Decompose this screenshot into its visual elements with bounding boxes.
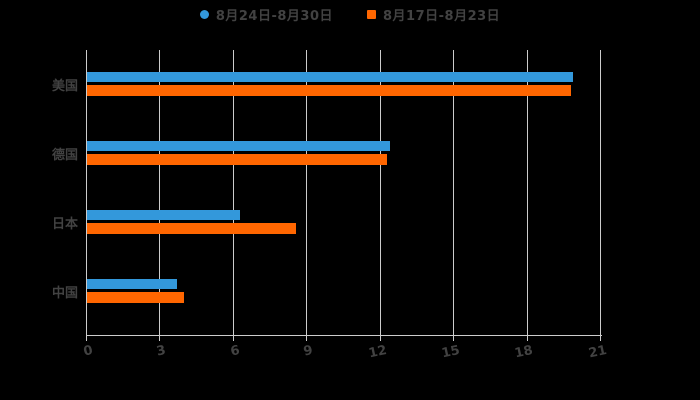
bar-segment	[87, 209, 241, 220]
gridline	[453, 50, 455, 335]
x-tick-label: 18	[513, 343, 535, 362]
y-category-label: 中国	[51, 285, 78, 301]
x-tick-label: 9	[302, 343, 315, 360]
bar-segment	[87, 85, 571, 97]
x-tick-label: 12	[367, 343, 388, 362]
gridline	[526, 50, 528, 335]
legend-label-series-1: 8月17日-8月23日	[383, 8, 501, 24]
x-axis-tick	[86, 336, 87, 341]
bar-segment	[87, 222, 297, 234]
gridline	[159, 50, 161, 335]
bar-segment	[87, 278, 177, 289]
chart-legend: 8月24日-8月30日 8月17日-8月23日	[0, 4, 700, 24]
x-axis-tick	[306, 336, 308, 341]
legend-circle-icon	[199, 9, 209, 19]
y-category-label: 德国	[51, 148, 78, 164]
x-axis-tick	[379, 336, 381, 341]
legend-item-series-1[interactable]: 8月17日-8月23日	[367, 5, 500, 24]
x-axis-tick	[453, 336, 455, 341]
bar-segment	[87, 154, 388, 166]
x-axis-tick	[232, 336, 234, 341]
bar-segment	[87, 141, 390, 152]
legend-label-series-0: 8月24日-8月30日	[215, 8, 333, 24]
y-category-label: 日本	[51, 216, 78, 232]
legend-item-series-0[interactable]: 8月24日-8月30日	[199, 5, 333, 24]
x-axis-tick	[526, 336, 528, 341]
gridline	[600, 50, 601, 335]
gridline	[379, 50, 381, 335]
y-axis-line	[86, 50, 87, 335]
bar-segment	[87, 72, 574, 83]
x-tick-label: 0	[82, 343, 95, 360]
x-axis-tick	[159, 336, 161, 341]
x-tick-label: 15	[440, 343, 462, 362]
legend-square-icon	[367, 9, 376, 19]
x-axis-tick	[600, 336, 601, 341]
y-category-label: 美国	[51, 79, 78, 95]
x-tick-label: 6	[229, 343, 241, 360]
x-axis-line	[86, 335, 602, 336]
gridline	[232, 50, 234, 335]
gridline	[306, 50, 308, 335]
x-tick-label: 3	[155, 343, 168, 360]
bar-segment	[87, 291, 184, 303]
x-tick-label: 21	[587, 343, 609, 362]
